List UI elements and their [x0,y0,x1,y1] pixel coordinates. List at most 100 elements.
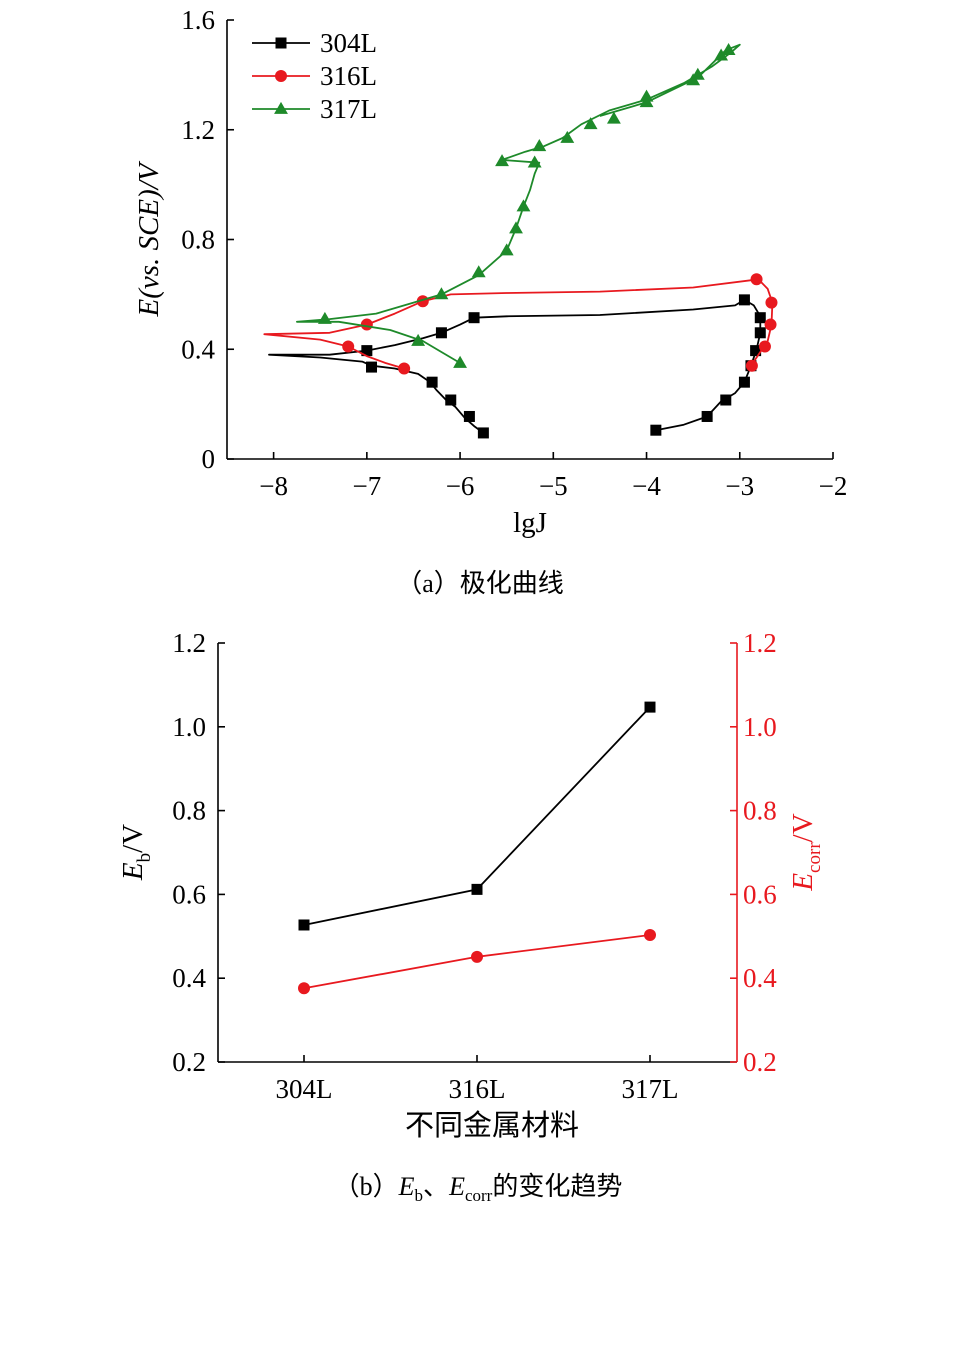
data-point-304L [738,376,750,388]
left-y-tick-label: 1.0 [172,712,206,742]
right-y-tick-label: 0.6 [743,879,777,909]
data-point-317L [721,43,736,56]
data-point-304L [426,376,438,388]
right-y-tick-label: 0.2 [743,1047,777,1077]
series-right-axis [298,929,656,995]
series-line-316L [263,278,774,370]
data-point-304L [750,345,762,357]
legend-item-316L: 316L [252,61,377,91]
data-point-317L [411,333,426,346]
series-304L [268,294,766,439]
legend-marker [274,101,288,114]
data-point-317L [527,155,542,168]
x-tick-label: −5 [539,471,568,501]
x-tick-label: 317L [622,1074,679,1104]
y-tick-label: 1.6 [181,5,215,35]
chart-b-axes [217,643,738,1063]
data-point-317L [495,154,509,167]
data-point-317L [499,243,514,256]
series-line-304L [268,299,762,434]
x-tick-label: 316L [449,1074,506,1104]
chart-b-left-y-ticks: 0.2 0.4 0.6 0.8 1.0 1.2 [172,628,225,1077]
data-point-317L [471,265,486,278]
data-point-304L [298,982,310,995]
data-point-316L [471,883,483,895]
legend-item-304L: 304L [252,28,377,58]
x-tick-label: 304L [276,1074,333,1104]
chart-a-y-axis-title: E(vs. SCE)/V [133,160,165,317]
data-point-317L [560,130,575,143]
data-point-317L [453,355,468,368]
left-y-tick-label: 0.8 [172,796,206,826]
data-point-316L [758,340,771,353]
x-tick-label: −8 [259,471,288,501]
data-point-316L [342,340,355,353]
chart-b-series [298,701,656,995]
polarization-chart: −8 −7 −6 −5 −4 −3 −2 0 0.4 0.8 1.2 1.6 304L316L317… [133,5,847,598]
y-tick-label: 0 [202,444,216,474]
data-point-316L [750,273,763,286]
data-point-304L [754,327,766,339]
data-point-304L [468,312,480,324]
y-tick-label: 0.8 [181,225,215,255]
data-point-316L [360,318,373,331]
right-y-tick-label: 1.2 [743,628,777,658]
data-point-304L [361,345,373,357]
data-point-317L [509,221,523,234]
data-point-304L [463,410,475,422]
chart-a-x-axis-title: lgJ [513,507,547,539]
data-point-317L [532,139,547,152]
data-point-317L [714,48,729,61]
series-317L [296,43,741,368]
chart-b-left-y-axis-title: Eb/V [117,824,155,881]
chart-a-series [263,43,778,439]
data-point-317L [690,67,705,80]
x-tick-label: −4 [632,471,661,501]
left-y-tick-label: 0.4 [172,963,206,993]
chart-b-right-y-ticks: 0.2 0.4 0.6 0.8 1.0 1.2 [730,628,777,1077]
data-point-317L [639,89,654,102]
data-point-317L [434,287,449,300]
legend-label: 304L [320,28,377,58]
data-point-317L [583,117,598,130]
data-point-304L [701,410,713,422]
chart-b-right-y-axis-title: Ecorr/V [787,813,825,891]
x-tick-label: −6 [446,471,475,501]
data-point-316L [745,359,758,372]
data-point-317L [516,199,531,212]
data-point-304L [720,394,732,406]
y-tick-label: 1.2 [181,115,215,145]
data-point-316L [471,950,483,963]
data-point-316L [765,296,778,309]
data-point-304L [445,394,457,406]
legend-item-317L: 317L [252,94,377,124]
legend-label: 317L [320,94,377,124]
y-tick-label: 0.4 [181,334,215,364]
trend-chart: 304L 316L 317L 0.20.40.60.81.01.2 0.20.40.… [117,628,825,1205]
chart-b-x-axis-title: 不同金属材料 [405,1109,579,1142]
chart-b-caption: （b）Eb、Ecorr的变化趋势 [334,1172,623,1205]
left-y-tick-label: 0.6 [172,879,206,909]
chart-a-caption: （a）极化曲线 [396,569,564,598]
x-tick-label: −7 [352,471,381,501]
chart-a-y-ticks: 0 0.4 0.8 1.2 1.6 [181,5,234,474]
data-point-304L [366,361,378,373]
data-point-304L [754,312,766,324]
x-tick-label: −3 [725,471,754,501]
data-point-304L [435,327,447,339]
series-line-317L [296,43,741,364]
data-point-317L [317,311,332,324]
right-y-tick-label: 0.8 [743,796,777,826]
data-point-317L [644,701,656,713]
chart-b-x-ticks: 304L 316L 317L [276,1055,679,1104]
data-point-316L [398,362,411,375]
data-point-316L [764,318,777,331]
x-tick-label: −2 [819,471,848,501]
chart-a-x-ticks: −8 −7 −6 −5 −4 −3 −2 [259,452,847,501]
data-point-304L [477,427,489,439]
legend-marker [275,70,287,82]
data-point-304L [298,919,310,931]
legend-label: 316L [320,61,377,91]
